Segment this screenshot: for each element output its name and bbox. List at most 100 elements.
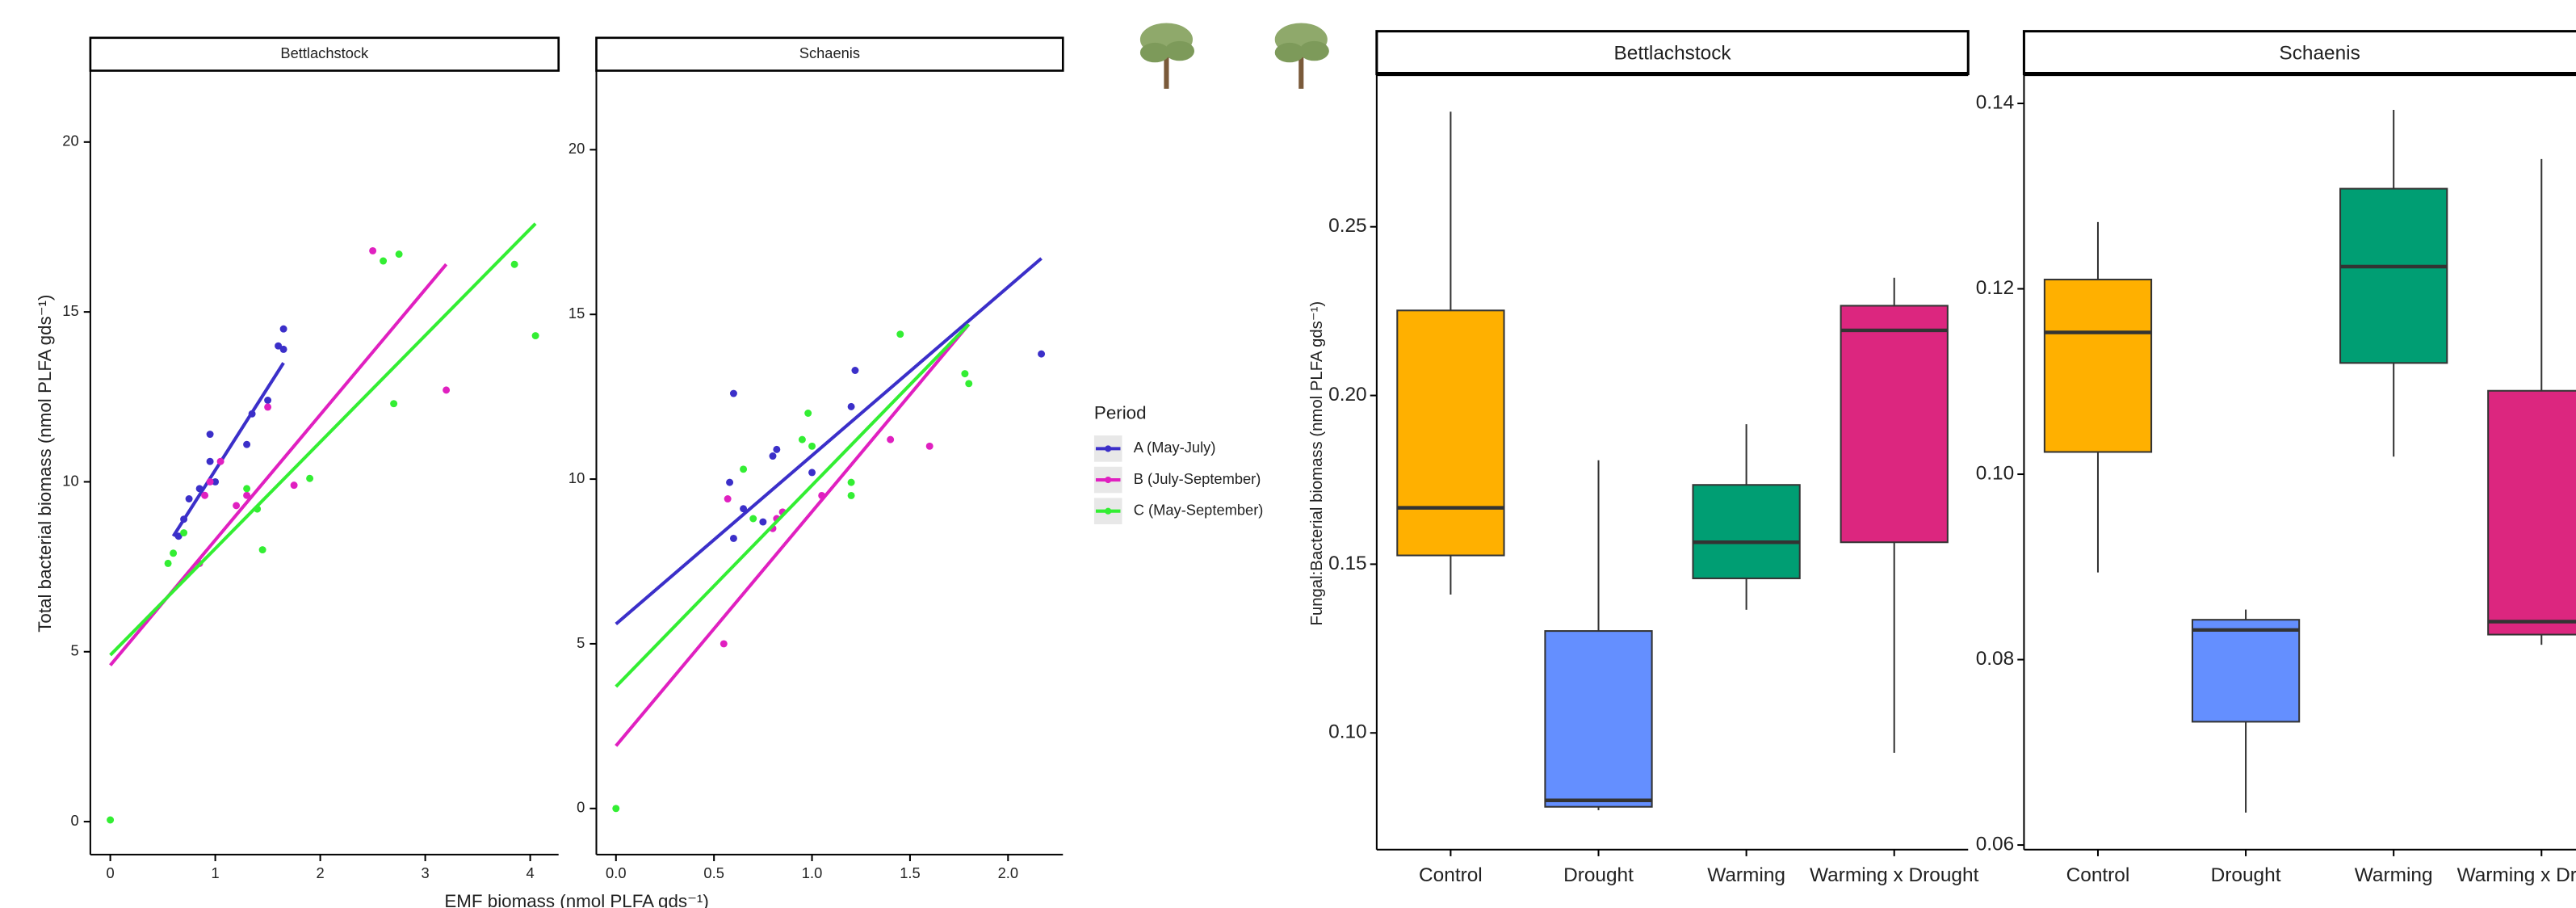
box [1692,484,1801,579]
x-tick-label: Warming x Drought [1810,864,1979,886]
panel-title: Schaenis [2279,43,2360,65]
point [369,246,377,254]
box [1396,309,1505,557]
point [740,505,748,513]
panel-title: Bettlachstock [280,44,369,61]
point [185,495,193,502]
point [212,477,220,486]
point [443,386,451,394]
y-tick-label: 20 [568,140,585,157]
tree-icon [1274,23,1329,89]
box [1544,630,1653,808]
x-tick-label: 1 [212,864,220,881]
point [798,435,806,443]
point [216,457,224,465]
point [279,345,287,353]
x-tick-label: 1.5 [900,864,920,881]
point [724,495,732,503]
x-tick-label: Control [1419,864,1483,886]
y-tick-label: 15 [568,305,585,322]
x-axis-title: EMF biomass (nmol PLFA gds⁻¹) [444,891,708,908]
point [749,515,757,523]
x-tick-label: 2 [317,864,325,881]
point [390,400,398,408]
legend-title: Period [1094,403,1147,423]
point [808,469,816,477]
y-tick-label: 15 [62,302,78,319]
point [965,380,973,388]
strip [89,36,560,72]
point [808,442,816,450]
y-tick-label: 0 [70,812,78,829]
y-tick-label: 0.25 [1328,215,1367,237]
y-tick-label: 0.10 [1976,462,2015,484]
point [206,457,214,465]
x-tick-label: 0 [107,864,115,881]
y-tick-label: 0.10 [1328,721,1367,743]
legend-label: C (May-September) [1134,502,1264,519]
fit-line [615,257,1043,626]
fit-line [109,222,537,657]
tree-icon [1139,23,1195,89]
strip [595,36,1064,72]
point [180,529,188,537]
y-axis-title: Total bacterial biomass (nmol PLFA gds⁻¹… [35,295,55,633]
box [2043,279,2153,453]
point [290,481,298,490]
x-tick-label: Drought [1563,864,1634,886]
point [612,805,620,813]
x-tick-label: 4 [527,864,535,881]
y-tick-label: 5 [577,634,585,651]
point [773,445,781,453]
point [847,491,855,499]
y-tick-label: 10 [568,469,585,486]
legend-label: A (May-July) [1134,439,1216,456]
fit-line [171,362,285,537]
point [233,502,241,510]
point [726,478,734,486]
box [2487,389,2576,636]
point [164,559,172,567]
point [961,370,969,378]
point [847,402,855,410]
x-tick-label: Control [2066,864,2130,886]
point [243,485,251,493]
point [759,518,767,526]
point [395,250,403,259]
legend-label: B (July-September) [1134,470,1261,487]
point [306,474,314,482]
legend-dot [1105,507,1112,515]
point [925,442,933,450]
point [243,491,251,499]
point [896,330,904,338]
panel-title: Schaenis [799,44,860,61]
y-tick-label: 0.12 [1976,277,2015,299]
x-tick-label: 2.0 [998,864,1018,881]
point [510,260,518,268]
point [851,367,859,374]
x-tick-label: 1.0 [802,864,822,881]
point [206,431,214,439]
box [1840,305,1949,544]
y-tick-label: 10 [62,472,78,489]
fit-line [615,323,971,747]
y-tick-label: 0.20 [1328,384,1367,406]
point [729,534,737,542]
point [264,403,272,411]
box [2339,187,2448,364]
strip [1375,30,1970,76]
point [107,816,115,824]
x-tick-label: Warming [1707,864,1785,886]
y-tick-label: 0.14 [1976,91,2015,113]
legend-dot [1105,476,1112,484]
point [170,549,178,557]
point [275,342,283,350]
x-tick-label: Drought [2211,864,2281,886]
y-axis-title: Fungal:Bacterial biomass (nmol PLFA gds⁻… [1308,301,1326,626]
point [380,257,388,265]
point [279,325,287,333]
y-tick-label: 5 [70,642,78,659]
y-tick-label: 0.15 [1328,553,1367,574]
